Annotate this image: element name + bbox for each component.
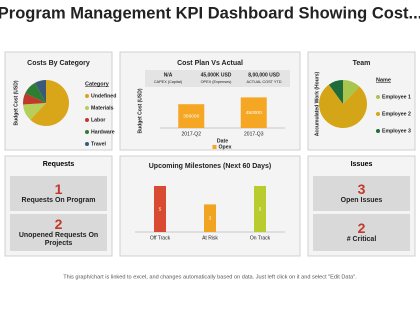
legend-label: Hardware <box>91 129 115 135</box>
y-axis-label: Accumulated Work (Hours) <box>314 71 320 136</box>
label: # Critical <box>346 236 377 243</box>
bar <box>178 104 205 128</box>
legend-label: Employee 2 <box>382 111 411 117</box>
x-tick-label: 2017-Q3 <box>244 131 264 137</box>
count: 2 <box>357 220 366 236</box>
y-axis-label: Budget Cost (USD) <box>13 80 19 125</box>
legend-swatch <box>85 142 89 146</box>
issue-card: 2 # Critical <box>313 214 410 251</box>
request-card: 2 Unopened Requests On Projects <box>10 214 107 251</box>
x-tick-label: 2017-Q2 <box>182 131 202 137</box>
kpi-value: 8,00,000 USD <box>248 72 280 78</box>
x-axis-label: Date <box>217 138 228 144</box>
legend-swatch <box>212 145 217 149</box>
value-label: 450000 <box>246 110 262 116</box>
legend-swatch <box>376 112 380 116</box>
legend-label: Materials <box>91 105 114 111</box>
legend-swatch <box>376 129 380 133</box>
label: Open Issues <box>340 197 383 204</box>
value-label: 5 <box>159 206 162 212</box>
value-label: 5 <box>259 206 262 212</box>
panel-title: Issues <box>350 161 373 168</box>
kpi-value: N/A <box>164 72 173 78</box>
kpi-label: ACTUAL COST YTD <box>247 80 282 84</box>
kpi-label: CAPEX (Capital) <box>154 80 183 84</box>
x-tick-label: On Track <box>250 235 271 241</box>
value-label: 3 <box>209 215 212 221</box>
kpi-table <box>145 70 290 87</box>
count: 3 <box>357 181 366 197</box>
panel-title: Team <box>353 60 371 67</box>
value-label: 350000 <box>183 113 199 119</box>
issue-card: 3 Open Issues <box>313 176 410 211</box>
legend-title: Category <box>85 81 110 87</box>
legend-label: Opex <box>219 144 232 150</box>
panel-title: Costs By Category <box>27 60 90 67</box>
panel-title: Cost Plan Vs Actual <box>177 60 243 67</box>
legend-swatch <box>85 106 89 110</box>
pie-slice <box>30 80 69 127</box>
pie-slice <box>23 103 46 120</box>
pie-slice <box>34 80 46 103</box>
panel-title: Requests <box>42 161 75 168</box>
pie-slice <box>319 84 367 129</box>
panel-title: Upcoming Milestones (Next 60 Days) <box>149 163 272 170</box>
panel <box>119 51 301 151</box>
legend-title: Name <box>376 77 391 83</box>
pie-slice <box>23 93 46 105</box>
count: 1 <box>54 181 63 197</box>
pie-slice <box>343 80 360 104</box>
legend-label: Employee 1 <box>382 94 411 100</box>
legend-label: Employee 3 <box>382 128 411 134</box>
kpi-value: 45,000K USD <box>201 72 232 78</box>
legend-label: Labor <box>91 117 105 123</box>
count: 2 <box>54 216 63 232</box>
legend-swatch <box>85 94 89 98</box>
bar <box>254 186 266 232</box>
footer-note: This graph/chart is linked to excel, and… <box>63 274 357 280</box>
legend-swatch <box>85 130 89 134</box>
y-axis-label: Budget Cost (USD) <box>137 88 143 133</box>
legend-label: Travel <box>91 141 107 147</box>
x-tick-label: At Risk <box>202 235 218 241</box>
label: Unopened Requests On Projects <box>18 232 99 247</box>
pie-slice <box>25 82 46 103</box>
legend-label: Undefined <box>91 93 116 99</box>
page-title: Program Management KPI Dashboard Showing… <box>0 4 420 22</box>
bar <box>154 186 166 232</box>
legend-swatch <box>376 95 380 99</box>
legend-swatch <box>85 118 89 122</box>
request-card: 1 Requests On Program <box>10 176 107 211</box>
bar <box>204 204 216 232</box>
label: Requests On Program <box>21 197 96 204</box>
kpi-label: OPEX (Expenses) <box>201 80 233 84</box>
pie-slice <box>328 80 343 104</box>
bar <box>240 97 267 128</box>
x-tick-label: Off Track <box>150 235 171 241</box>
